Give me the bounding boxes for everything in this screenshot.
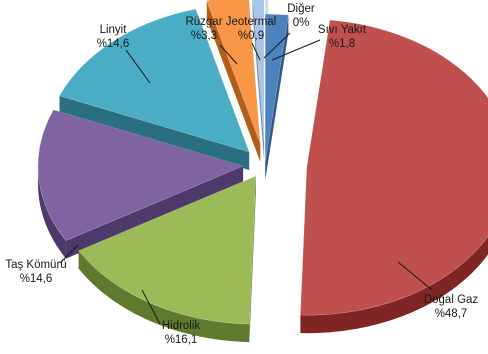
slice-label-value-hidrolik: %16,1 — [165, 334, 198, 346]
slice-label-name-linyit: Linyit — [100, 24, 128, 36]
slice-label-name-jeotermal: Jeotermal — [226, 16, 277, 28]
slice-label-value-linyit: %14,6 — [97, 38, 130, 50]
slice-label-value-r-zgar: %3,3 — [191, 30, 217, 42]
pie-slice-s-v-yak-t — [265, 14, 288, 180]
slice-label-name-ta-k-m-r-: Taş Kömürü — [5, 259, 66, 271]
slice-label-name-s-v-yak-t: Sıvı Yakıt — [318, 24, 367, 36]
slice-label-value-s-v-yak-t: %1,8 — [329, 38, 355, 50]
slice-label-value-jeotermal: %0,9 — [238, 30, 264, 42]
pie-slices — [38, 0, 488, 342]
pie-slice-top — [265, 14, 288, 162]
slice-label-name-do-al-gaz: Doğal Gaz — [424, 294, 479, 306]
slice-label-name-di-er: Diğer — [287, 3, 315, 15]
slice-label-name-hidrolik: Hidrolik — [162, 320, 201, 332]
slice-label-value-do-al-gaz: %48,7 — [435, 308, 468, 320]
slice-label-value-ta-k-m-r-: %14,6 — [20, 273, 53, 285]
slice-label-value-di-er: 0% — [293, 17, 310, 29]
slice-label-name-r-zgar: Rüzgar — [185, 16, 222, 28]
pie-slice-do-al-gaz — [300, 20, 488, 333]
